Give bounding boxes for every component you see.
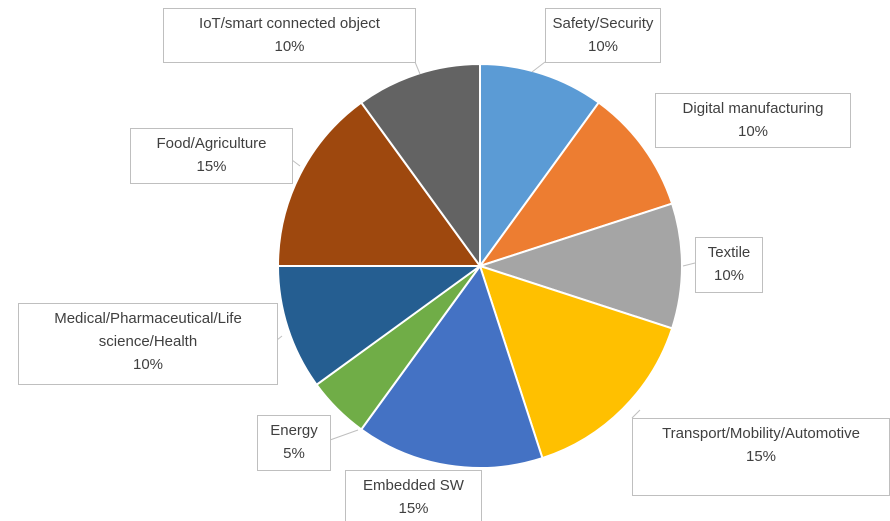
value-label: 10% [737, 123, 769, 140]
value-label: 5% [283, 445, 305, 462]
value-label: 10% [274, 38, 305, 55]
slice-label: Safety/Security 10% [545, 8, 661, 63]
slice-label: Embedded SW 15% [345, 470, 482, 521]
slice-label: Digital manufacturing 10% [655, 93, 851, 148]
category-label: Medical/Pharmaceutical/Life science/Heal… [54, 310, 242, 350]
pie-slice [359, 263, 544, 469]
category-label: Safety/Security [552, 15, 654, 32]
slice-label: Food/Agriculture 15% [130, 128, 293, 184]
category-label: Food/Agriculture [156, 135, 267, 152]
pie-slice [276, 265, 484, 387]
slice-label: Transport/Mobility/Automotive 15% [632, 418, 890, 496]
leader-line [531, 61, 546, 73]
pie-slice [477, 101, 674, 268]
category-label: Digital manufacturing [682, 100, 824, 117]
category-label: Embedded SW [363, 477, 464, 494]
pie-slice [359, 62, 481, 270]
value-label: 15% [196, 158, 227, 175]
slice-label: Textile 10% [695, 237, 763, 293]
value-label: 15% [398, 500, 429, 517]
pie-slice [478, 264, 674, 460]
leader-line [682, 262, 696, 267]
value-label: 10% [587, 38, 619, 55]
leader-line [631, 409, 641, 419]
pie-slice [479, 62, 601, 270]
slice-label: IoT/smart connected object 10% [163, 8, 416, 63]
category-label: Transport/Mobility/Automotive [662, 425, 860, 442]
category-label: Textile [707, 244, 751, 261]
category-label: Energy [270, 422, 318, 439]
leader-line [414, 61, 421, 75]
pie-slice [476, 202, 683, 330]
value-label: 10% [132, 356, 164, 373]
pie-slice [276, 101, 482, 267]
category-label: IoT/smart connected object [199, 15, 380, 32]
slice-label: Medical/Pharmaceutical/Life science/Heal… [18, 303, 278, 385]
value-label: 10% [713, 267, 745, 284]
leader-line [329, 429, 359, 441]
slice-label: Energy 5% [257, 415, 331, 471]
leader-line [291, 159, 301, 167]
value-label: 15% [745, 448, 777, 465]
